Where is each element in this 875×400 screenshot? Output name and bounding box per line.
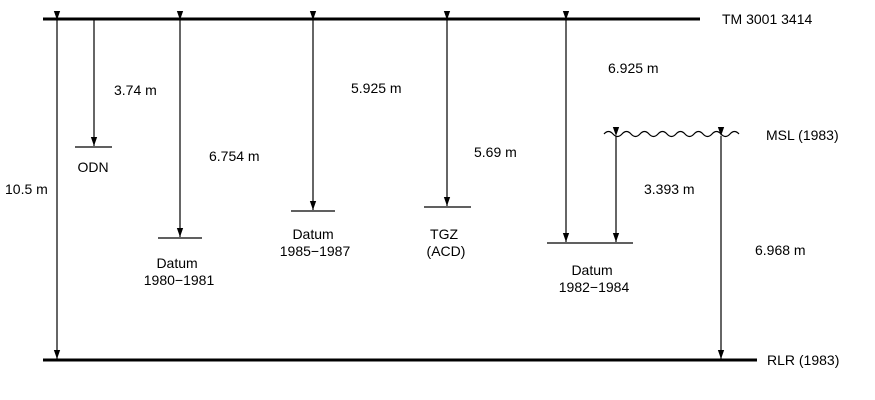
datum-1980-measure-label: 6.754 m xyxy=(209,148,260,164)
bottom-reference-label: RLR (1983) xyxy=(767,352,839,368)
datum-1982-measure-label: 6.925 m xyxy=(608,60,659,76)
msl-above-1982-label: 3.393 m xyxy=(644,181,695,197)
datum-1985-measure-label: 5.925 m xyxy=(351,80,402,96)
total-height-label: 10.5 m xyxy=(5,181,48,197)
tgz-label-line-1: TGZ xyxy=(430,226,458,242)
datum-1980-label: Datum 1980−1981 xyxy=(144,255,215,288)
tgz-measure-label: 5.69 m xyxy=(474,144,517,160)
datum-1980-label-line-2: 1980−1981 xyxy=(144,272,215,288)
top-reference-label: TM 3001 3414 xyxy=(722,11,812,27)
msl-wavy-line xyxy=(603,130,740,138)
msl-label: MSL (1983) xyxy=(766,127,839,143)
datum-1985-label-line-2: 1985−1987 xyxy=(280,243,351,259)
datum-1982-label: Datum 1982−1984 xyxy=(559,262,630,295)
msl-above-rlr-label: 6.968 m xyxy=(755,242,806,258)
datum-1982-label-line-1: Datum xyxy=(571,262,612,278)
odn-measure-label: 3.74 m xyxy=(114,82,157,98)
odn-label: ODN xyxy=(77,159,108,175)
datum-1985-label: Datum 1985−1987 xyxy=(280,226,351,259)
datum-1982-label-line-2: 1982−1984 xyxy=(559,279,630,295)
datum-1980-label-line-1: Datum xyxy=(156,255,197,271)
datum-1985-label-line-1: Datum xyxy=(292,226,333,242)
tgz-label-line-2: (ACD) xyxy=(427,243,466,259)
tgz-label: TGZ (ACD) xyxy=(427,226,466,259)
